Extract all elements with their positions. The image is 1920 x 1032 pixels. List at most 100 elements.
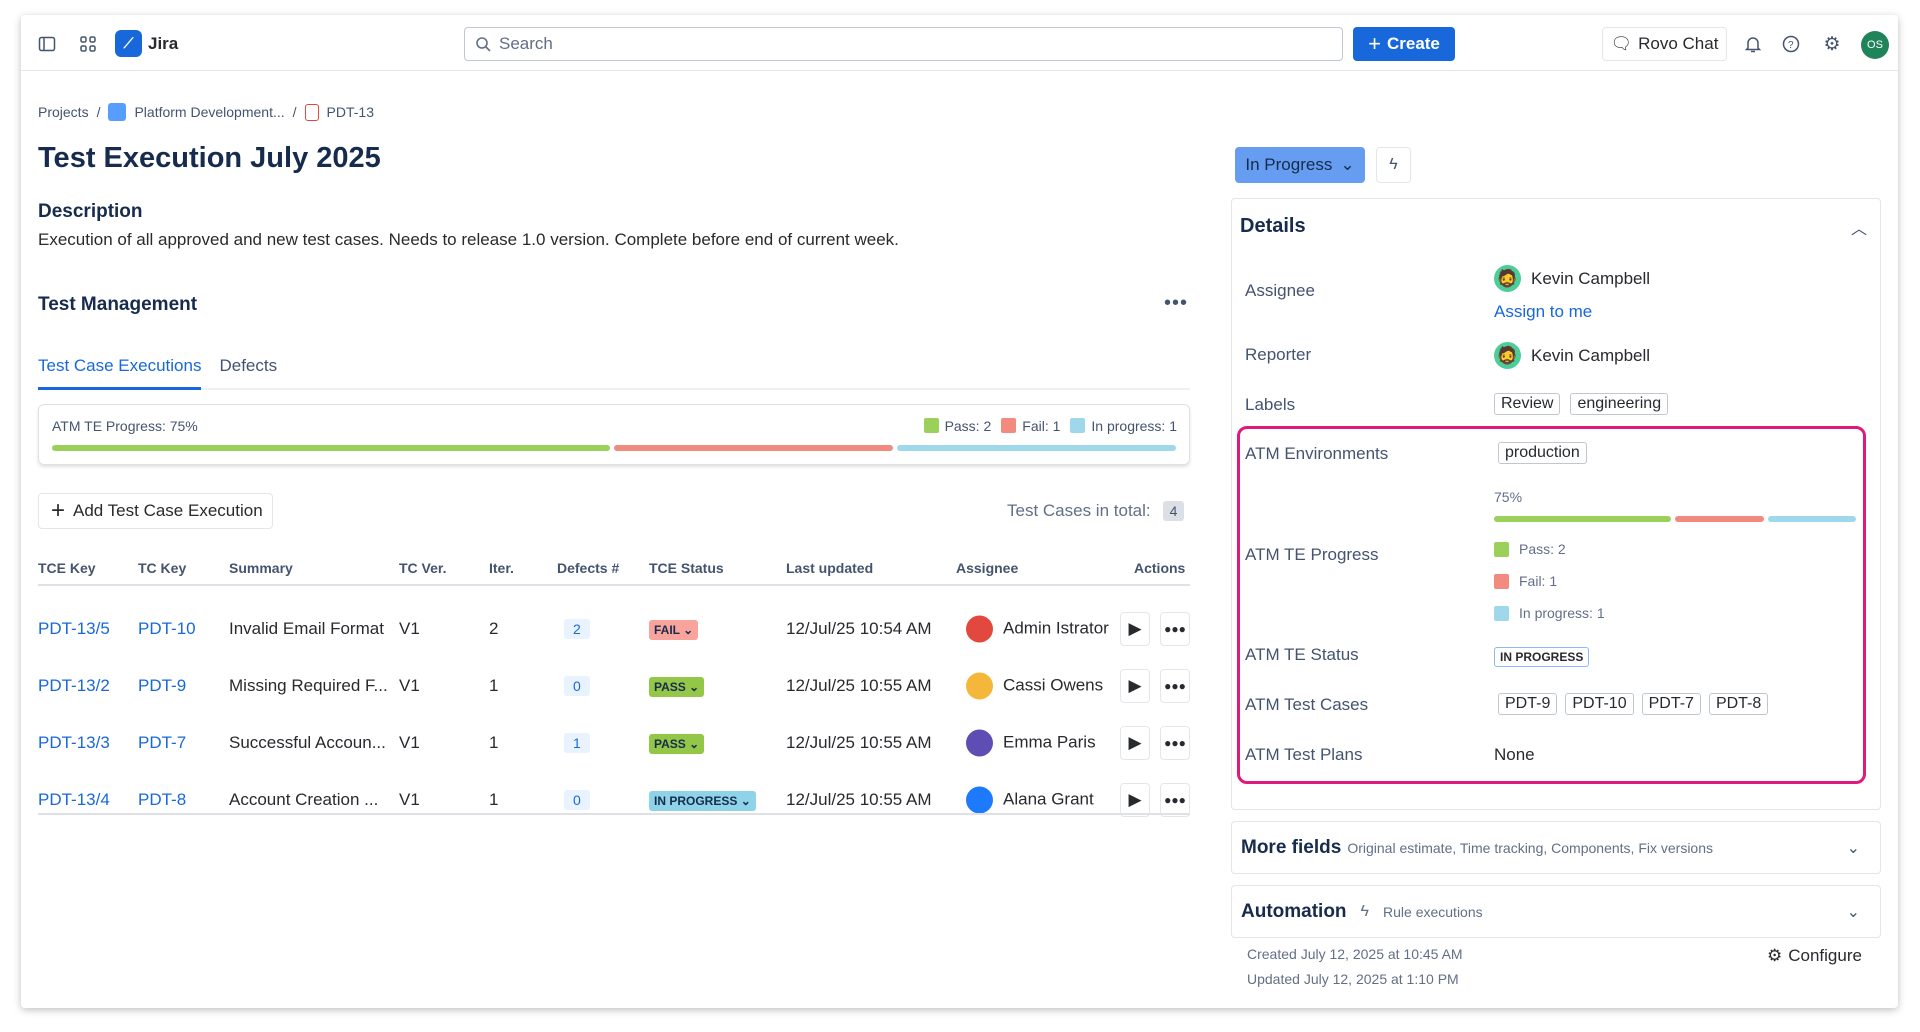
assignee[interactable]: Alana Grant — [966, 786, 1094, 813]
atm-test-plans-value[interactable]: None — [1494, 745, 1535, 764]
column-header[interactable]: Summary — [229, 560, 293, 576]
status-label: IN PROGRESS — [654, 793, 738, 808]
test-case-tag[interactable]: PDT-7 — [1641, 693, 1701, 715]
atm-environments-value[interactable]: production — [1498, 442, 1587, 464]
tc-key-link[interactable]: PDT-10 — [138, 618, 196, 638]
rovo-chat-button[interactable]: 🗨 Rovo Chat — [1602, 27, 1727, 61]
row-more-options-button[interactable]: ●●● — [1160, 782, 1190, 817]
tc-key-link[interactable]: PDT-9 — [138, 675, 187, 695]
tce-status-dropdown[interactable]: PASS ⌄ — [649, 733, 705, 754]
add-test-case-execution-button[interactable]: + Add Test Case Execution — [38, 493, 273, 529]
description-text[interactable]: Execution of all approved and new test c… — [38, 230, 899, 249]
chevron-down-icon: ⌄ — [1846, 839, 1860, 857]
defects-count-badge[interactable]: 1 — [564, 732, 590, 753]
assignee[interactable]: Emma Paris — [966, 729, 1096, 756]
column-header[interactable]: Iter. — [489, 560, 514, 576]
execute-play-button[interactable]: ▶ — [1120, 782, 1150, 817]
column-header[interactable]: TC Ver. — [399, 560, 447, 576]
column-header[interactable]: Actions — [1134, 560, 1186, 576]
progress-segment-in_progress — [897, 445, 1176, 451]
assignee[interactable]: Cassi Owens — [966, 672, 1103, 699]
defects-count-badge[interactable]: 2 — [564, 618, 590, 639]
settings-gear-icon[interactable]: ⚙ — [1823, 33, 1841, 55]
sidebar-toggle-icon[interactable] — [34, 31, 60, 57]
app-name[interactable]: Jira — [148, 34, 179, 53]
configure-button[interactable]: ⚙ Configure — [1767, 946, 1862, 966]
tab-defects[interactable]: Defects — [219, 356, 278, 375]
more-options-icon[interactable]: ••• — [1164, 292, 1189, 314]
execute-play-button[interactable]: ▶ — [1120, 725, 1150, 760]
row-more-options-button[interactable]: ●●● — [1160, 668, 1190, 703]
automation-section[interactable]: Automation ϟ Rule executions ⌄ — [1231, 885, 1881, 938]
reporter-value[interactable]: 🧔 Kevin Campbell — [1494, 342, 1650, 369]
page-title[interactable]: Test Execution July 2025 — [38, 142, 381, 174]
assignee-name: Emma Paris — [1003, 731, 1096, 751]
tce-key-link[interactable]: PDT-13/4 — [38, 789, 110, 809]
atm-environments-label: ATM Environments — [1245, 444, 1389, 463]
more-options-icon: ●●● — [1164, 678, 1186, 693]
chevron-down-icon: ⌄ — [683, 622, 694, 637]
test-case-tag[interactable]: PDT-8 — [1708, 693, 1769, 715]
label-tag[interactable]: Review — [1494, 393, 1561, 415]
atm-legend-fail: Fail: 1 — [1494, 573, 1557, 589]
atm-progress-bar — [1494, 516, 1856, 522]
bell-icon[interactable] — [1741, 32, 1765, 56]
tce-key-link[interactable]: PDT-13/2 — [38, 675, 110, 695]
tce-status-dropdown[interactable]: PASS ⌄ — [649, 676, 705, 697]
help-icon[interactable]: ? — [1779, 32, 1803, 56]
automation-button[interactable]: ϟ — [1376, 147, 1411, 183]
search-input[interactable]: Search — [464, 27, 1343, 61]
column-header[interactable]: Defects # — [557, 560, 620, 576]
row-more-options-button[interactable]: ●●● — [1160, 725, 1190, 760]
table-row[interactable]: PDT-13/5 PDT-10 Invalid Email Format V1 … — [38, 600, 1190, 657]
details-heading[interactable]: Details — [1240, 215, 1306, 237]
assignee[interactable]: Admin Istrator — [966, 615, 1109, 642]
atm-progress-percent: 75% — [1494, 489, 1523, 505]
test-case-tag[interactable]: PDT-10 — [1565, 693, 1634, 715]
table-row[interactable]: PDT-13/4 PDT-8 Account Creation ... V1 1… — [38, 771, 1190, 828]
tce-key-link[interactable]: PDT-13/5 — [38, 618, 110, 638]
summary: Account Creation ... — [229, 789, 379, 809]
tce-status-dropdown[interactable]: FAIL ⌄ — [649, 619, 699, 640]
status-dropdown-button[interactable]: In Progress ⌄ — [1235, 147, 1365, 183]
breadcrumb-project[interactable]: Platform Development... — [134, 104, 285, 120]
execute-play-button[interactable]: ▶ — [1120, 668, 1150, 703]
assign-to-me-link[interactable]: Assign to me — [1494, 302, 1593, 321]
chevron-up-icon[interactable]: ︿ — [1851, 221, 1868, 238]
test-execution-type-icon — [304, 103, 319, 121]
breadcrumb-issue[interactable]: PDT-13 — [326, 104, 374, 120]
column-header[interactable]: TC Key — [138, 560, 187, 576]
column-header[interactable]: TCE Status — [649, 560, 724, 576]
breadcrumb-projects[interactable]: Projects — [38, 104, 89, 120]
test-management-tabs: Test Case Executions Defects — [38, 348, 1190, 390]
column-header[interactable]: Assignee — [956, 560, 1019, 576]
test-case-tag[interactable]: PDT-9 — [1498, 693, 1558, 715]
tce-status-dropdown[interactable]: IN PROGRESS ⌄ — [649, 790, 756, 811]
tce-key-link[interactable]: PDT-13/3 — [38, 732, 110, 752]
tab-test-case-executions[interactable]: Test Case Executions — [38, 348, 202, 390]
create-button[interactable]: + Create — [1353, 27, 1455, 61]
tc-version: V1 — [399, 732, 420, 752]
test-management-heading: Test Management — [38, 294, 198, 315]
tc-key-link[interactable]: PDT-8 — [138, 789, 187, 809]
row-more-options-button[interactable]: ●●● — [1160, 611, 1190, 646]
user-avatar[interactable]: OS — [1861, 31, 1889, 59]
table-row[interactable]: PDT-13/2 PDT-9 Missing Required F... V1 … — [38, 657, 1190, 714]
table-row[interactable]: PDT-13/3 PDT-7 Successful Accoun... V1 1… — [38, 714, 1190, 771]
defects-count-badge[interactable]: 0 — [564, 675, 590, 696]
app-switcher-icon[interactable] — [75, 31, 101, 57]
atm-test-plans-label: ATM Test Plans — [1245, 745, 1363, 764]
assignee-value[interactable]: 🧔 Kevin Campbell — [1494, 265, 1650, 292]
defects-count-badge[interactable]: 0 — [564, 789, 590, 810]
chevron-down-icon: ⌄ — [1846, 903, 1860, 921]
jira-logo-icon[interactable]: ⟋ — [115, 30, 142, 57]
labels-label: Labels — [1245, 395, 1296, 414]
labels-value[interactable]: Review engineering — [1494, 393, 1669, 415]
execute-play-button[interactable]: ▶ — [1120, 611, 1150, 646]
more-fields-section[interactable]: More fields Original estimate, Time trac… — [1231, 821, 1881, 874]
column-header[interactable]: TCE Key — [38, 560, 96, 576]
label-tag[interactable]: engineering — [1570, 393, 1669, 415]
column-header[interactable]: Last updated — [786, 560, 874, 576]
play-icon: ▶ — [1128, 618, 1142, 638]
tc-key-link[interactable]: PDT-7 — [138, 732, 187, 752]
